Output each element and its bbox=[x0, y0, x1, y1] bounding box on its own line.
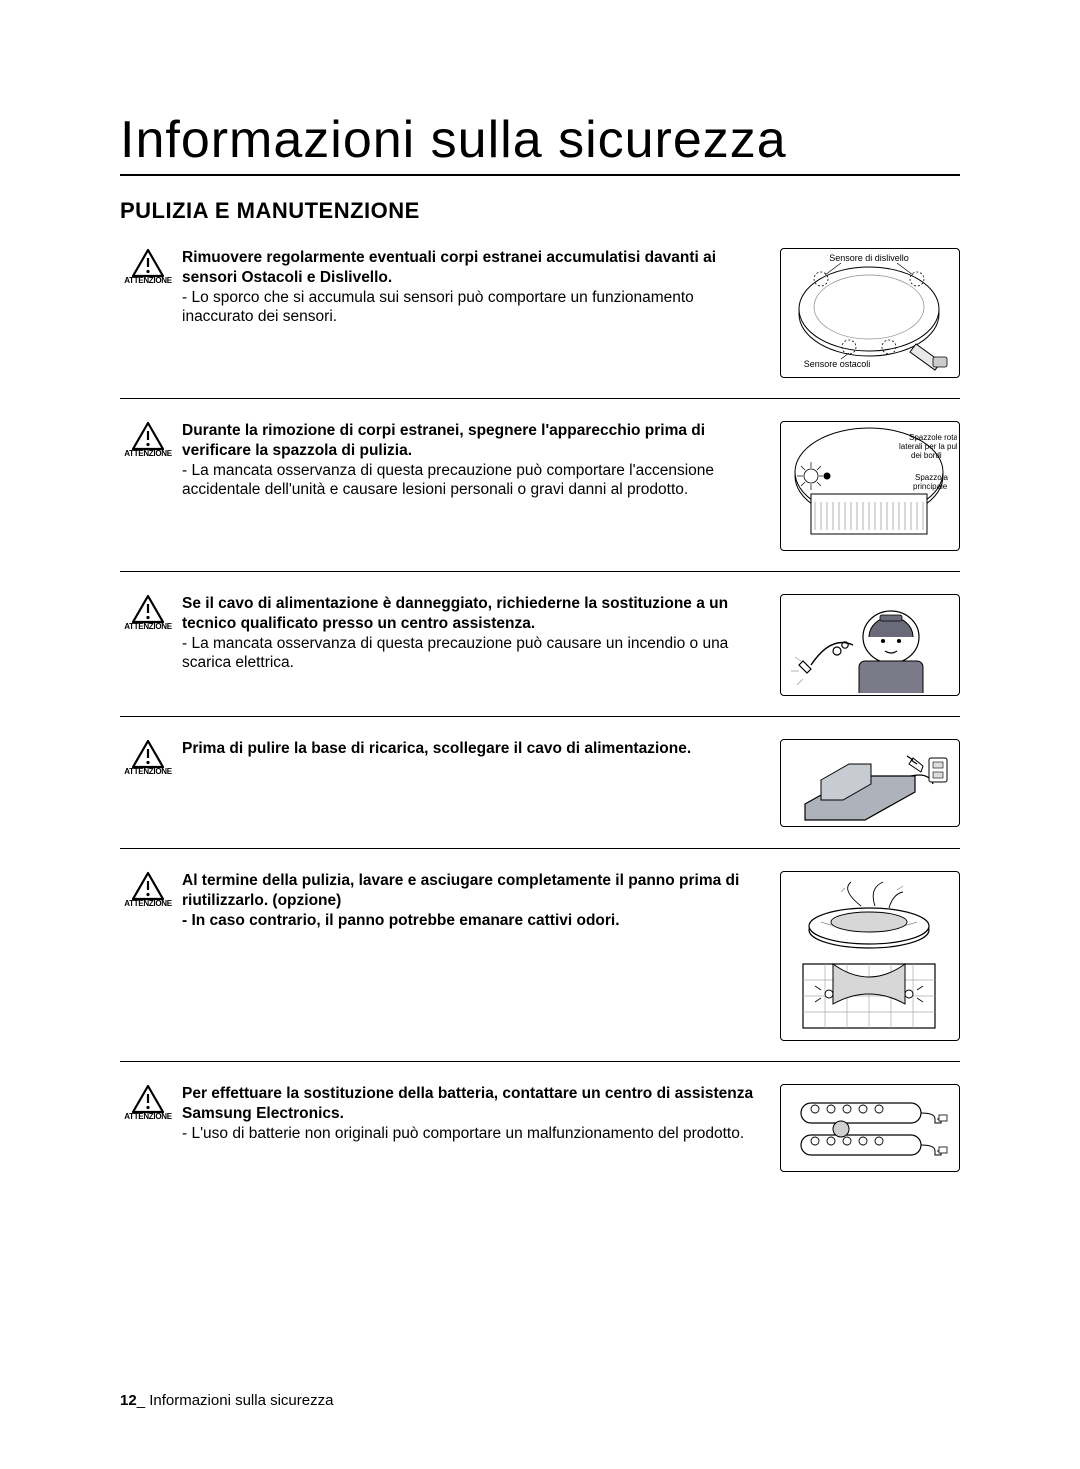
item-text: Per effettuare la sostituzione della bat… bbox=[182, 1084, 780, 1143]
attention-label: ATTENZIONE bbox=[120, 622, 176, 631]
safety-item: ATTENZIONE Durante la rimozione di corpi… bbox=[120, 421, 960, 572]
item-bold: Al termine della pulizia, lavare e asciu… bbox=[182, 872, 739, 929]
item-bold: Per effettuare la sostituzione della bat… bbox=[182, 1085, 753, 1122]
attention-label: ATTENZIONE bbox=[120, 449, 176, 458]
attention-mark: ATTENZIONE bbox=[120, 421, 176, 458]
attention-label: ATTENZIONE bbox=[120, 767, 176, 776]
fig-label: Sensore di dislivello bbox=[829, 253, 909, 263]
footer-sep: _ bbox=[137, 1392, 145, 1409]
attention-mark: ATTENZIONE bbox=[120, 871, 176, 908]
section-title: PULIZIA E MANUTENZIONE bbox=[120, 198, 960, 224]
caution-icon bbox=[131, 248, 165, 278]
fig-label: principale bbox=[913, 482, 948, 491]
item-text: Rimuovere regolarmente eventuali corpi e… bbox=[182, 248, 780, 327]
safety-item: ATTENZIONE Se il cavo di alimentazione è… bbox=[120, 594, 960, 717]
item-text: Durante la rimozione di corpi estranei, … bbox=[182, 421, 780, 500]
fig-label: Spazzole rotative bbox=[909, 433, 957, 442]
figure-wash-dry bbox=[780, 871, 960, 1041]
caution-icon bbox=[131, 871, 165, 901]
fig-label: laterali per la pulizia bbox=[899, 442, 957, 451]
figure-dock-unplug bbox=[780, 739, 960, 827]
safety-item: ATTENZIONE Per effettuare la sostituzion… bbox=[120, 1084, 960, 1194]
caution-icon bbox=[131, 1084, 165, 1114]
footer-text: Informazioni sulla sicurezza bbox=[149, 1392, 333, 1409]
figure-sensors: Sensore di dislivello Sensore ostacoli bbox=[780, 248, 960, 378]
item-bold: Durante la rimozione di corpi estranei, … bbox=[182, 422, 705, 459]
page-title: Informazioni sulla sicurezza bbox=[120, 110, 960, 176]
attention-label: ATTENZIONE bbox=[120, 1112, 176, 1121]
page-number: 12 bbox=[120, 1392, 137, 1409]
safety-item: ATTENZIONE Al termine della pulizia, lav… bbox=[120, 871, 960, 1062]
item-bold: Rimuovere regolarmente eventuali corpi e… bbox=[182, 249, 716, 286]
figure-battery bbox=[780, 1084, 960, 1172]
attention-mark: ATTENZIONE bbox=[120, 739, 176, 776]
item-body: - Lo sporco che si accumula sui sensori … bbox=[182, 288, 762, 328]
attention-mark: ATTENZIONE bbox=[120, 594, 176, 631]
attention-mark: ATTENZIONE bbox=[120, 248, 176, 285]
item-body: - La mancata osservanza di questa precau… bbox=[182, 461, 762, 501]
attention-mark: ATTENZIONE bbox=[120, 1084, 176, 1121]
safety-item: ATTENZIONE Prima di pulire la base di ri… bbox=[120, 739, 960, 849]
fig-label: Sensore ostacoli bbox=[804, 359, 871, 369]
attention-label: ATTENZIONE bbox=[120, 276, 176, 285]
item-bold: Se il cavo di alimentazione è danneggiat… bbox=[182, 595, 728, 632]
item-body: - L'uso di batterie non originali può co… bbox=[182, 1124, 762, 1144]
caution-icon bbox=[131, 739, 165, 769]
item-text: Al termine della pulizia, lavare e asciu… bbox=[182, 871, 780, 930]
item-text: Prima di pulire la base di ricarica, sco… bbox=[182, 739, 780, 759]
attention-label: ATTENZIONE bbox=[120, 899, 176, 908]
figure-brush: Spazzole rotative laterali per la pulizi… bbox=[780, 421, 960, 551]
item-body: - La mancata osservanza di questa precau… bbox=[182, 634, 762, 674]
figure-technician bbox=[780, 594, 960, 696]
caution-icon bbox=[131, 421, 165, 451]
item-bold: Prima di pulire la base di ricarica, sco… bbox=[182, 740, 691, 757]
item-text: Se il cavo di alimentazione è danneggiat… bbox=[182, 594, 780, 673]
caution-icon bbox=[131, 594, 165, 624]
fig-label: Spazzola bbox=[915, 473, 948, 482]
page-footer: 12_ Informazioni sulla sicurezza bbox=[120, 1392, 333, 1409]
safety-item: ATTENZIONE Rimuovere regolarmente eventu… bbox=[120, 248, 960, 399]
fig-label: dei bordi bbox=[911, 451, 942, 460]
